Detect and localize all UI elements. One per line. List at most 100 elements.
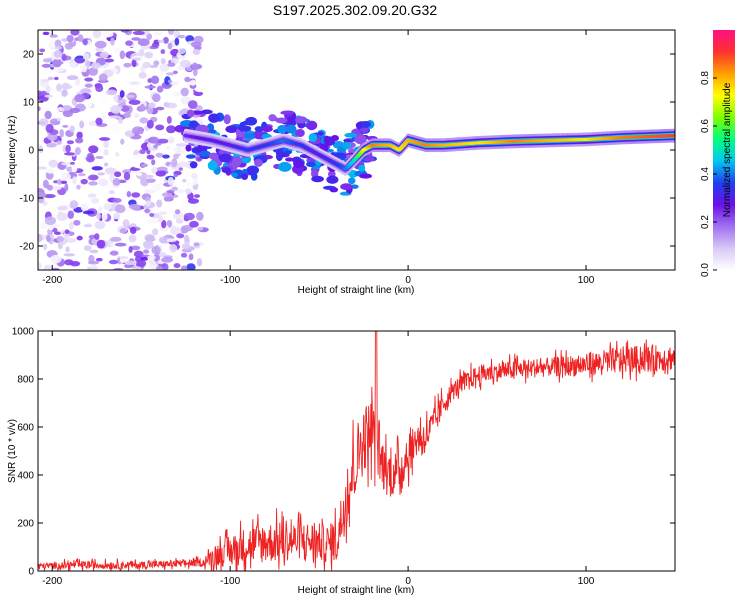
heatmap-noise-cell — [57, 205, 68, 211]
heatmap-noise-cell — [176, 233, 185, 239]
heatmap-noise-cell — [150, 75, 160, 85]
heatmap-noise-cell — [170, 227, 182, 235]
heatmap-activity-cell — [277, 124, 287, 134]
heatmap-noise-cell — [147, 219, 160, 224]
heatmap-noise-cell — [174, 145, 186, 155]
heatmap-noise-cell — [155, 170, 167, 177]
heatmap-noise-cell — [43, 243, 48, 251]
heatmap-noise-cell — [156, 199, 163, 208]
heatmap-noise-cell — [76, 235, 83, 241]
heatmap-noise-cell — [98, 73, 108, 82]
heatmap-noise-cell — [171, 158, 178, 168]
heatmap-noise-cell — [144, 51, 154, 59]
heatmap-noise-cell — [42, 58, 53, 63]
heatmap-noise-cell — [66, 75, 79, 81]
heatmap-noise-cell — [59, 129, 65, 138]
heatmap-noise-cell — [178, 167, 183, 171]
heatmap-noise-cell — [197, 227, 204, 231]
heatmap-activity-cell — [225, 125, 239, 134]
heatmap-activity-cell — [306, 120, 318, 131]
heatmap-noise-cell — [99, 51, 109, 59]
heatmap-noise-cell — [46, 142, 57, 148]
y-tick-label: 0 — [28, 567, 34, 578]
heatmap-activity-cell — [186, 109, 195, 118]
snr-x-ticks: -200 -100 0 100 — [42, 331, 595, 587]
heatmap-noise-cell — [179, 59, 192, 68]
heatmap-noise-cell — [181, 243, 191, 250]
x-tick-label: -100 — [220, 275, 240, 286]
heatmap-activity-cell — [207, 160, 218, 171]
heatmap-noise-cell — [139, 149, 146, 155]
heatmap-noise-cell — [97, 172, 105, 176]
heatmap-noise-cell — [83, 224, 93, 228]
heatmap-noise-cell — [173, 153, 179, 160]
colorbar-tick-label: 0.4 — [700, 167, 711, 181]
heatmap-noise-cell — [119, 90, 125, 98]
heatmap-activity-cell — [354, 134, 367, 145]
heatmap-activity-cell — [348, 177, 356, 185]
heatmap-noise-cell — [169, 244, 178, 253]
heatmap-activity-cell — [348, 169, 358, 178]
heatmap-activity-cell — [348, 148, 356, 154]
heatmap-noise-cell — [124, 260, 137, 266]
y-tick-label: 20 — [23, 50, 35, 61]
heatmap-activity-cell — [306, 161, 316, 168]
heatmap-noise-cell — [84, 77, 94, 82]
heatmap-noise-cell — [137, 38, 150, 47]
heatmap-noise-cell — [108, 259, 119, 265]
heatmap-noise-cell — [61, 38, 68, 42]
heatmap-noise-cell — [142, 61, 151, 69]
heatmap-noise-cell — [112, 198, 122, 203]
heatmap-noise-cell — [94, 40, 107, 49]
y-tick-label: 200 — [17, 519, 34, 530]
heatmap-noise-cell — [146, 154, 155, 160]
heatmap-noise-cell — [140, 257, 149, 261]
heatmap-noise-cell — [151, 159, 156, 166]
heatmap-noise-cell — [94, 220, 106, 230]
x-tick-label: -200 — [42, 275, 62, 286]
heatmap-noise-cell — [129, 81, 141, 85]
heatmap-noise-cell — [87, 260, 100, 265]
heatmap-noise-cell — [180, 200, 189, 210]
heatmap-noise-cell — [156, 138, 169, 144]
colorbar: 0.0 0.2 0.4 0.6 0.8 Normalized spectral ampl… — [700, 30, 735, 277]
heatmap-noise-cell — [71, 164, 78, 173]
heatmap-noise-cell — [46, 149, 55, 155]
heatmap-noise-cell — [146, 119, 154, 129]
heatmap-noise-cell — [166, 190, 175, 194]
heatmap-noise-cell — [54, 39, 62, 48]
heatmap-noise-cell — [83, 245, 92, 251]
colorbar-tick-label: 0.6 — [700, 119, 711, 133]
heatmap-noise-cell — [80, 64, 88, 73]
heatmap-noise-cell — [103, 203, 112, 211]
heatmap-noise-cell — [190, 79, 196, 86]
heatmap-activity-cell — [261, 125, 273, 133]
heatmap-noise-cell — [69, 221, 74, 231]
x-tick-label: 0 — [405, 576, 411, 587]
heatmap-noise-cell — [129, 167, 141, 171]
heatmap-noise-cell — [190, 230, 198, 234]
heatmap-activity-cell — [344, 132, 357, 138]
heatmap-noise-cell — [193, 91, 203, 97]
heatmap-noise-cell — [111, 123, 120, 132]
heatmap-activity-cell — [241, 173, 248, 180]
heatmap-noise-cell — [136, 172, 143, 177]
heatmap-activity-cell — [317, 131, 324, 136]
heatmap-noise-cell — [98, 103, 107, 110]
heatmap-noise-cell — [46, 184, 53, 191]
heatmap-noise-cell — [82, 52, 90, 60]
heatmap-noise-cell — [75, 137, 84, 144]
heatmap-noise-cell — [84, 102, 93, 108]
heatmap-noise-cell — [64, 42, 73, 50]
heatmap-noise-cell — [119, 50, 126, 60]
heatmap-noise-cell — [185, 188, 192, 195]
heatmap-noise-cell — [152, 93, 161, 103]
heatmap-noise-cell — [175, 189, 186, 194]
heatmap-noise-cell — [89, 249, 99, 254]
heatmap-noise-cell — [153, 253, 160, 262]
heatmap-noise-cell — [128, 203, 140, 210]
heatmap-activity-cell — [185, 144, 192, 152]
heatmap-noise-cell — [66, 140, 75, 145]
heatmap-noise-cell — [88, 181, 98, 186]
heatmap-noise-cell — [63, 253, 75, 257]
